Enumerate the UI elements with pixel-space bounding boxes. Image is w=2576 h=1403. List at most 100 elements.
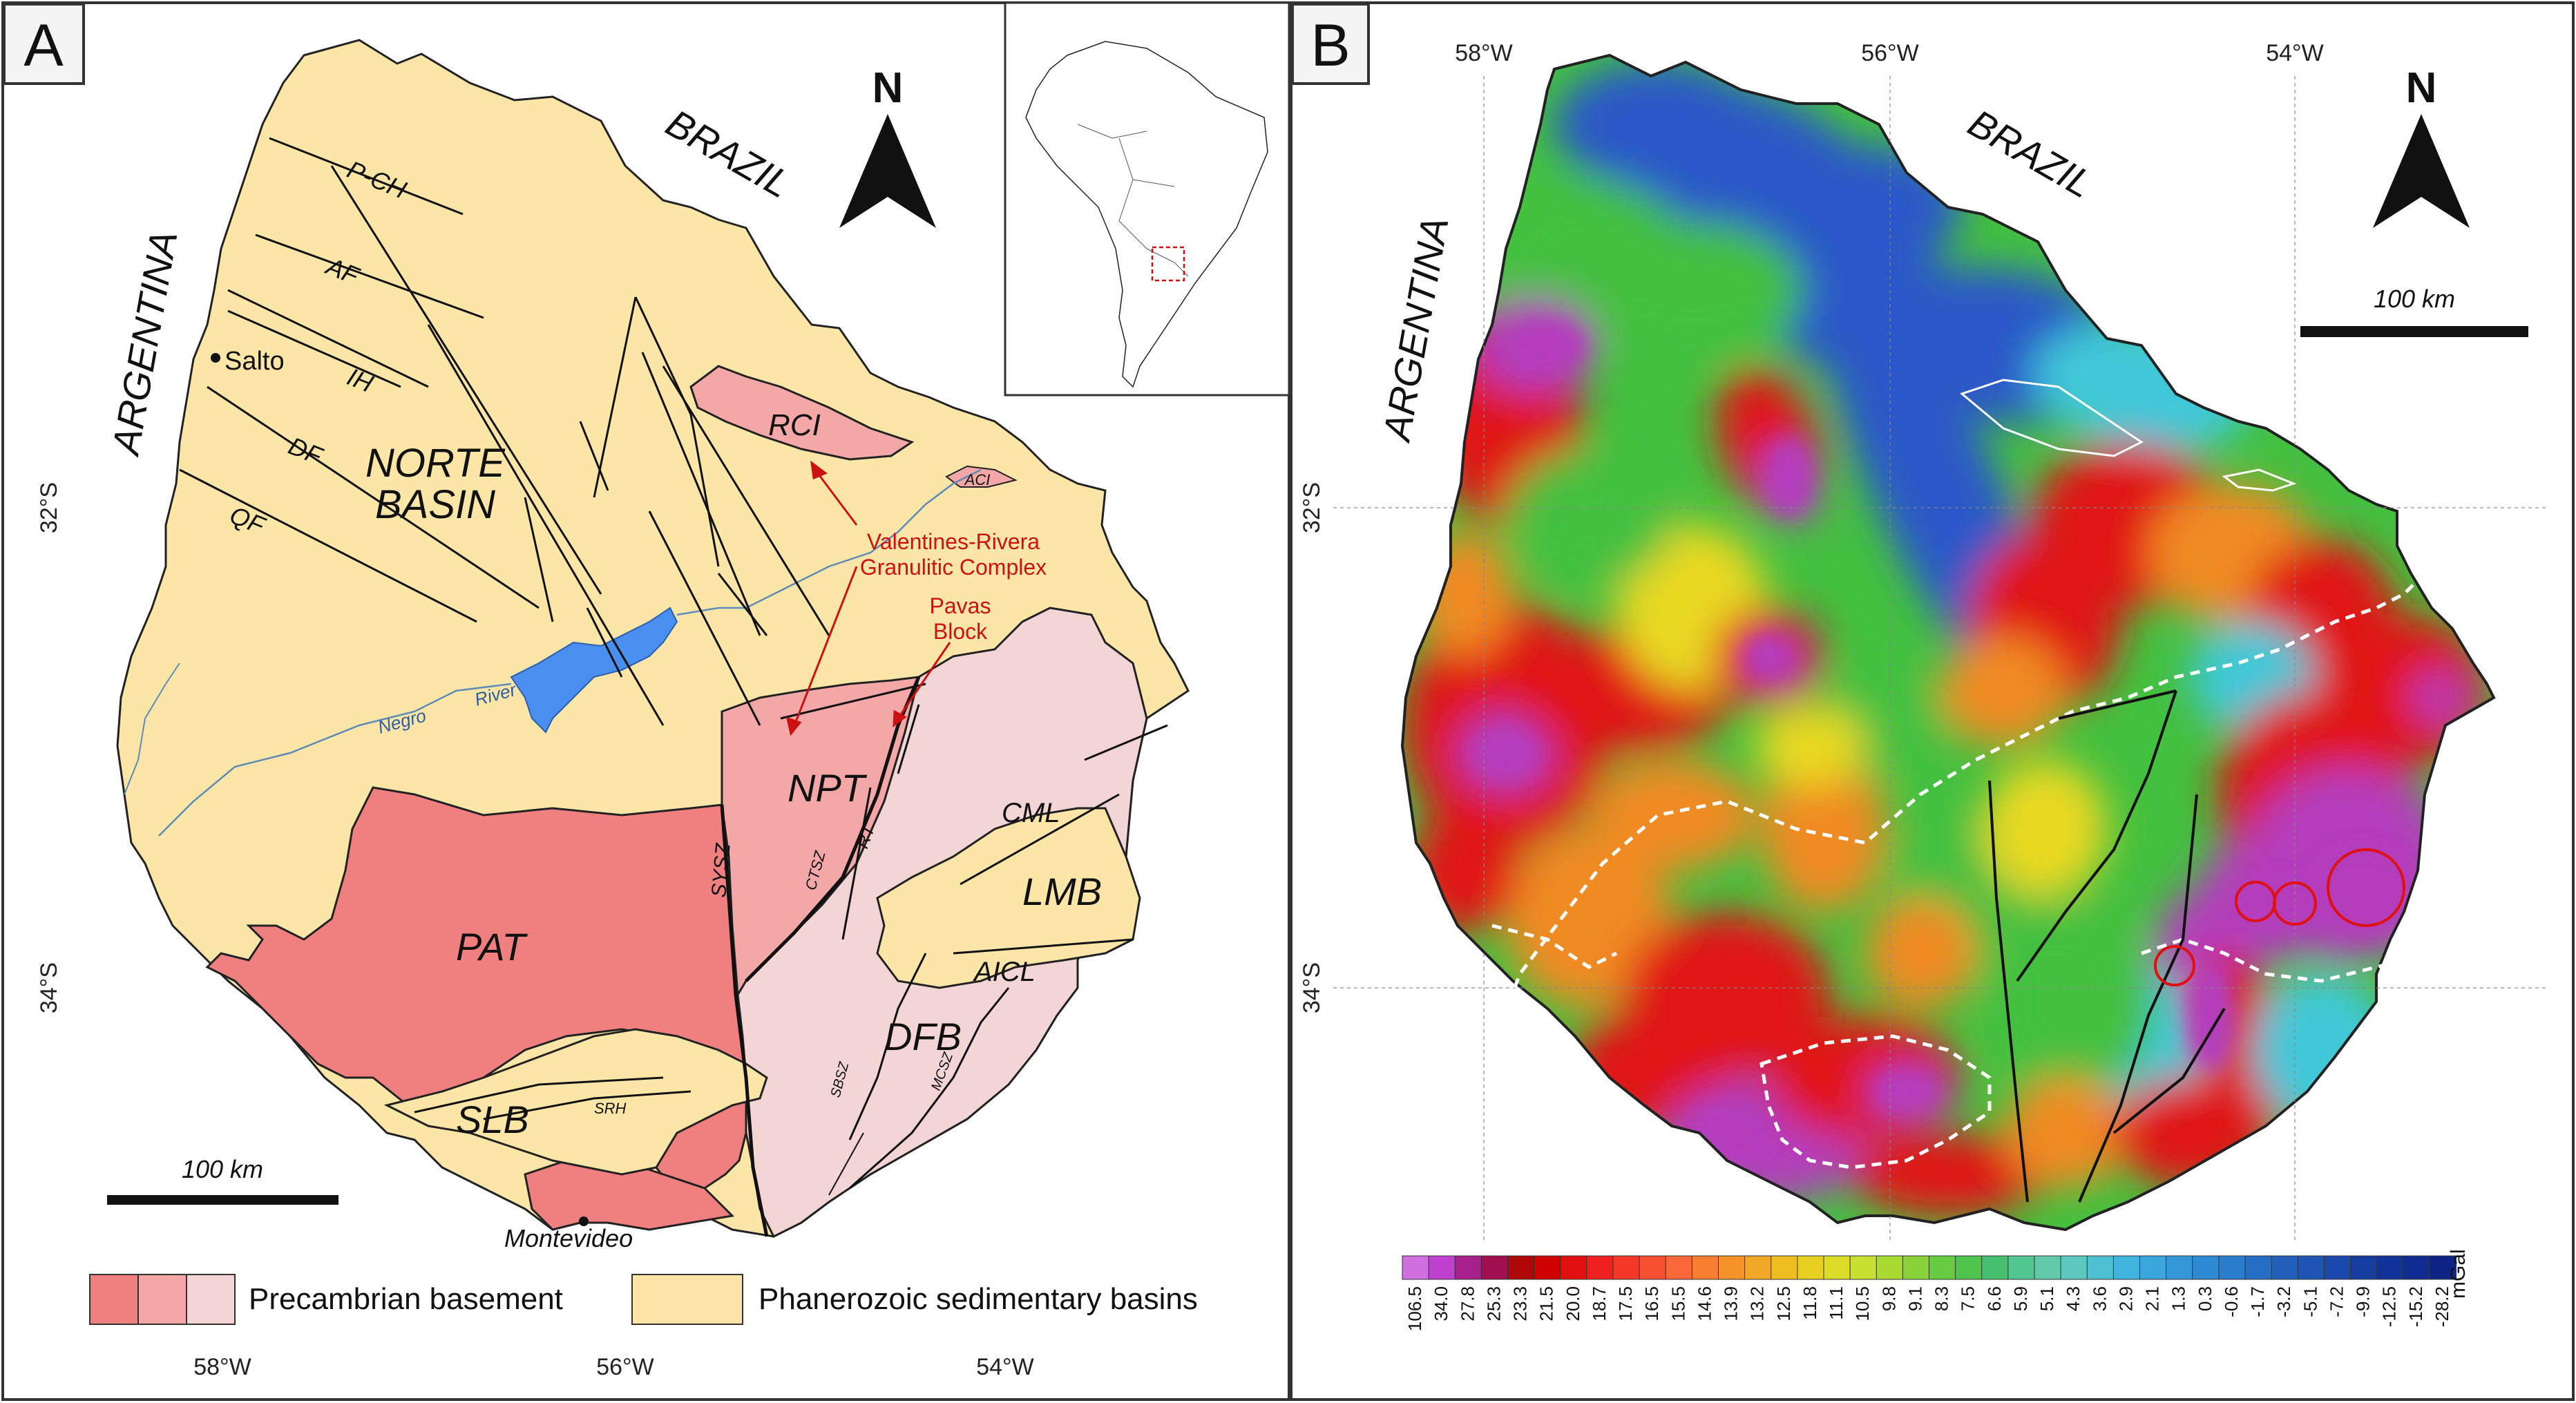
colorbar: 106.5 34.0 27.8 25.3 23.3 21.5 20.0 18.7 17.5 16.… xyxy=(1402,1255,2456,1331)
anomaly-patch-20 xyxy=(1762,746,1886,912)
colorbar-swatch xyxy=(1534,1255,1561,1280)
colorbar-tick-label: 4.3 xyxy=(2063,1286,2083,1311)
scale-bar-b: 100 km xyxy=(2300,285,2528,337)
anomaly-patch-52 xyxy=(1755,705,1865,788)
colorbar-swatch xyxy=(2060,1255,2088,1280)
label-vrgc-1: Valentines-Rivera xyxy=(867,529,1040,554)
colorbar-tick-label: 8.3 xyxy=(1931,1286,1952,1311)
colorbar-tick-label: -5.1 xyxy=(2300,1286,2320,1317)
colorbar-tick-label: 7.5 xyxy=(1958,1286,1978,1311)
colorbar-tick-label: 9.8 xyxy=(1878,1286,1899,1311)
colorbar-swatch xyxy=(1454,1255,1482,1280)
terrane-boundaries-b xyxy=(1490,379,2433,1170)
colorbar-swatch xyxy=(1902,1255,1930,1280)
panel-b-coords: 58°W 56°W 54°W 32°S 34°S xyxy=(1299,40,2324,1013)
colorbar-tick-label: 0.3 xyxy=(2195,1286,2215,1311)
colorbar-swatch xyxy=(2429,1255,2456,1280)
scale-bar-a-label: 100 km xyxy=(182,1155,263,1183)
colorbar-tick-label: 13.2 xyxy=(1747,1286,1768,1321)
colorbar-tick-label: 17.5 xyxy=(1615,1286,1636,1321)
faults-north xyxy=(179,137,1168,955)
shear-zones-b xyxy=(1988,689,2226,1203)
colorbar-tick-label: 15.5 xyxy=(1668,1286,1688,1321)
colorbar-tick-label: 9.1 xyxy=(1905,1286,1925,1311)
anomaly-peak-1 xyxy=(1768,439,1810,515)
colorbar-tick-label: 106.5 xyxy=(1404,1286,1425,1331)
colorbar-tick-label: -1.7 xyxy=(2247,1286,2268,1317)
anomaly-patch-36 xyxy=(2411,670,2466,725)
colorbar-swatch xyxy=(1797,1255,1824,1280)
anomaly-patch-44 xyxy=(1990,905,2155,1098)
anomaly-patch-53 xyxy=(1506,449,1672,587)
colorbar-tick-label: 6.6 xyxy=(1984,1286,2005,1311)
anomaly-patch-50 xyxy=(1941,636,2065,746)
label-pat: PAT xyxy=(456,925,528,968)
north-arrow-b-label: N xyxy=(2406,64,2437,112)
panel-a-letter-box xyxy=(3,3,85,85)
colorbar-swatch xyxy=(1744,1255,1772,1280)
anomaly-peak-4 xyxy=(1876,1072,1938,1111)
uruguay-river-west xyxy=(124,662,180,795)
lat-b-32: 32°S xyxy=(1299,482,1325,533)
label-dfb: DFB xyxy=(884,1015,962,1058)
colorbar-swatch xyxy=(1823,1255,1851,1280)
anomaly-patch-47 xyxy=(1983,760,2107,898)
colorbar-tick-label: 18.7 xyxy=(1589,1286,1610,1321)
colorbar-tick-label: -7.2 xyxy=(2326,1286,2347,1317)
lon-a-58: 58°W xyxy=(193,1354,251,1380)
colorbar-swatch xyxy=(2218,1255,2246,1280)
colorbar-swatch xyxy=(2271,1255,2299,1280)
south-america-borders xyxy=(1077,124,1189,277)
annotation-arrows xyxy=(785,460,951,736)
label-norte-basin-1: NORTE xyxy=(365,441,506,486)
colorbar-tick-label: 2.9 xyxy=(2115,1286,2136,1311)
label-salto: Salto xyxy=(225,347,285,376)
colorbar-swatch xyxy=(1876,1255,1904,1280)
inset-location-box xyxy=(1151,246,1185,282)
colorbar-swatch xyxy=(1507,1255,1535,1280)
panel-b: B xyxy=(1290,1,2575,1401)
anomaly-patch-29 xyxy=(1851,1133,2045,1216)
north-arrow-a: N xyxy=(839,64,936,228)
colorbar-swatch xyxy=(2323,1255,2351,1280)
colorbar-tick-label: 16.5 xyxy=(1641,1286,1662,1321)
graticule-b xyxy=(1333,76,2549,1243)
colorbar-swatch xyxy=(2297,1255,2325,1280)
colorbar-tick-label: 27.8 xyxy=(1457,1286,1478,1321)
colorbar-swatch xyxy=(1639,1255,1667,1280)
legend-precambrian: Precambrian basement xyxy=(249,1282,563,1316)
colorbar-swatch xyxy=(1718,1255,1746,1280)
anomaly-peak-8 xyxy=(2186,960,2235,1071)
label-slb: SLB xyxy=(456,1098,529,1141)
colorbar-swatch xyxy=(1665,1255,1693,1280)
colorbar-swatch xyxy=(2166,1255,2193,1280)
anomaly-patch-1 xyxy=(1554,62,1762,187)
panel-b-letter: B xyxy=(1310,12,1350,79)
lat-a-34: 34°S xyxy=(36,962,62,1013)
colorbar-tick-label: 5.9 xyxy=(2010,1286,2031,1311)
colorbar-swatch xyxy=(1929,1255,1956,1280)
colorbar-tick-label: 34.0 xyxy=(1431,1286,1451,1321)
colorbar-swatch xyxy=(2403,1255,2430,1280)
label-montevideo: Montevideo xyxy=(504,1224,633,1252)
lon-b-58-top: 58°W xyxy=(1455,40,1513,66)
colorbar-tick-label: 20.0 xyxy=(1563,1286,1583,1321)
label-norte-basin-2: BASIN xyxy=(375,482,495,527)
salto-dot xyxy=(211,353,220,363)
lon-b-56-top: 56°W xyxy=(1861,40,1919,66)
colorbar-tick-label: 23.3 xyxy=(1510,1286,1531,1321)
lat-a-32: 32°S xyxy=(36,482,62,533)
colorbar-tick-label: -0.6 xyxy=(2221,1286,2242,1317)
colorbar-tick-label: 1.3 xyxy=(2168,1286,2189,1311)
label-pavas-2: Block xyxy=(933,619,988,644)
montevideo-dot xyxy=(579,1216,589,1226)
lon-a-56: 56°W xyxy=(596,1354,654,1380)
panel-b-letter-box xyxy=(1291,3,1370,85)
colorbar-tick-label: 11.8 xyxy=(1800,1286,1820,1320)
colorbar-swatch xyxy=(2007,1255,2035,1280)
gravity-map-outline xyxy=(1400,53,2496,1232)
legend-phanerozoic: Phanerozoic sedimentary basins xyxy=(759,1282,1198,1316)
colorbar-swatch xyxy=(1771,1255,1798,1280)
label-sysz: SYSZ xyxy=(707,841,735,899)
